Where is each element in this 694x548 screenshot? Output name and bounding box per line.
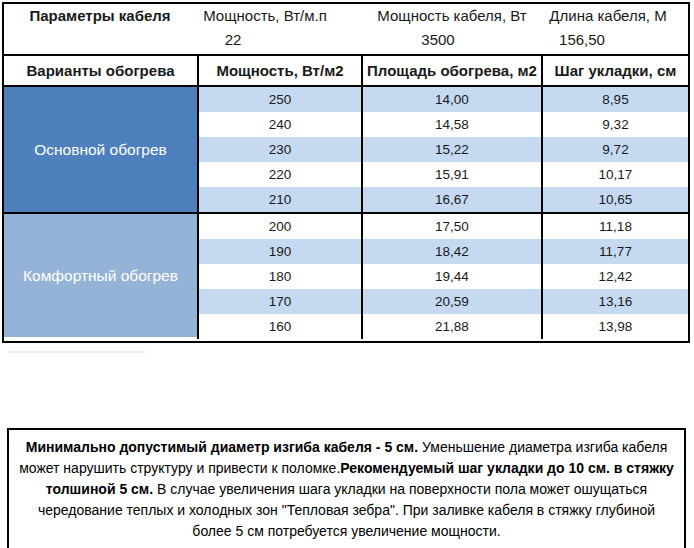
table-cell: 250: [197, 87, 361, 112]
cable-params-block: Параметры кабеля Мощность, Вт/м.п Мощнос…: [4, 4, 688, 54]
table-cell: 10,65: [541, 187, 688, 212]
table-cell: 190: [197, 239, 361, 264]
table-cell: 11,18: [541, 214, 688, 239]
table-row: 16021,8813,98: [197, 314, 688, 339]
cable-length-header: Длина кабеля, М: [549, 7, 666, 24]
cable-params-title: Параметры кабеля: [29, 7, 170, 24]
table-cell: 15,91: [361, 162, 541, 187]
cable-power-value: 3500: [421, 31, 454, 48]
power-per-meter-value: 22: [225, 31, 242, 48]
table-cell: 13,16: [541, 289, 688, 314]
table-cell: 170: [197, 289, 361, 314]
header-laying-step: Шаг укладки, см: [541, 56, 688, 85]
table-cell: 15,22: [361, 137, 541, 162]
table-row: 25014,008,95: [197, 87, 688, 112]
table-row: 24014,589,32: [197, 112, 688, 137]
header-heating-area: Площадь обогрева, м2: [361, 56, 541, 85]
table-header-row: Варианты обогрева Мощность, Вт/м2 Площад…: [4, 54, 688, 87]
table-cell: 180: [197, 264, 361, 289]
table-cell: 16,67: [361, 187, 541, 212]
table-cell: 160: [197, 314, 361, 339]
table-cell: 9,72: [541, 137, 688, 162]
table-cell: 18,42: [361, 239, 541, 264]
table-cell: 230: [197, 137, 361, 162]
table-row: 19018,4211,77: [197, 239, 688, 264]
cable-power-header: Мощность кабеля, Вт: [377, 7, 526, 24]
table-cell: 14,58: [361, 112, 541, 137]
table-cell: 240: [197, 112, 361, 137]
table-row: 18019,4412,42: [197, 264, 688, 289]
table-cell: 13,98: [541, 314, 688, 339]
table-cell: 8,95: [541, 87, 688, 112]
header-power-density: Мощность, Вт/м2: [197, 56, 361, 85]
table-cell: 17,50: [361, 214, 541, 239]
cable-length-value: 156,50: [559, 31, 605, 48]
heating-cable-calculation-sheet: Параметры кабеля Мощность, Вт/м.п Мощнос…: [0, 0, 694, 548]
note-segment: Минимально допустимый диаметр изгиба каб…: [26, 439, 418, 455]
table-row: 23015,229,72: [197, 137, 688, 162]
table-cell: 10,17: [541, 162, 688, 187]
section-column: Основной обогрев Комфортный обогрев: [4, 87, 197, 339]
table-row: 17020,5913,16: [197, 289, 688, 314]
table-cell: 19,44: [361, 264, 541, 289]
table-cell: 12,42: [541, 264, 688, 289]
heating-cable-table: Параметры кабеля Мощность, Вт/м.п Мощнос…: [2, 2, 690, 343]
table-body: Основной обогрев Комфортный обогрев 2501…: [4, 87, 688, 337]
table-cell: 200: [197, 214, 361, 239]
installation-note: Минимально допустимый диаметр изгиба каб…: [7, 428, 686, 548]
power-per-meter-header: Мощность, Вт/м.п: [203, 7, 327, 24]
section-label-comfort-heating: Комфортный обогрев: [4, 212, 197, 337]
table-row: 20017,5011,18: [197, 212, 688, 239]
section-label-main-heating: Основной обогрев: [4, 87, 197, 212]
table-cell: 9,32: [541, 112, 688, 137]
table-cell: 210: [197, 187, 361, 212]
data-rows: 25014,008,9524014,589,3223015,229,722201…: [197, 87, 688, 339]
table-cell: 20,59: [361, 289, 541, 314]
table-cell: 14,00: [361, 87, 541, 112]
table-cell: 220: [197, 162, 361, 187]
faint-divider-line: [8, 351, 146, 353]
table-row: 21016,6710,65: [197, 187, 688, 212]
table-row: 22015,9110,17: [197, 162, 688, 187]
table-cell: 11,77: [541, 239, 688, 264]
table-cell: 21,88: [361, 314, 541, 339]
header-heating-variants: Варианты обогрева: [4, 56, 197, 85]
